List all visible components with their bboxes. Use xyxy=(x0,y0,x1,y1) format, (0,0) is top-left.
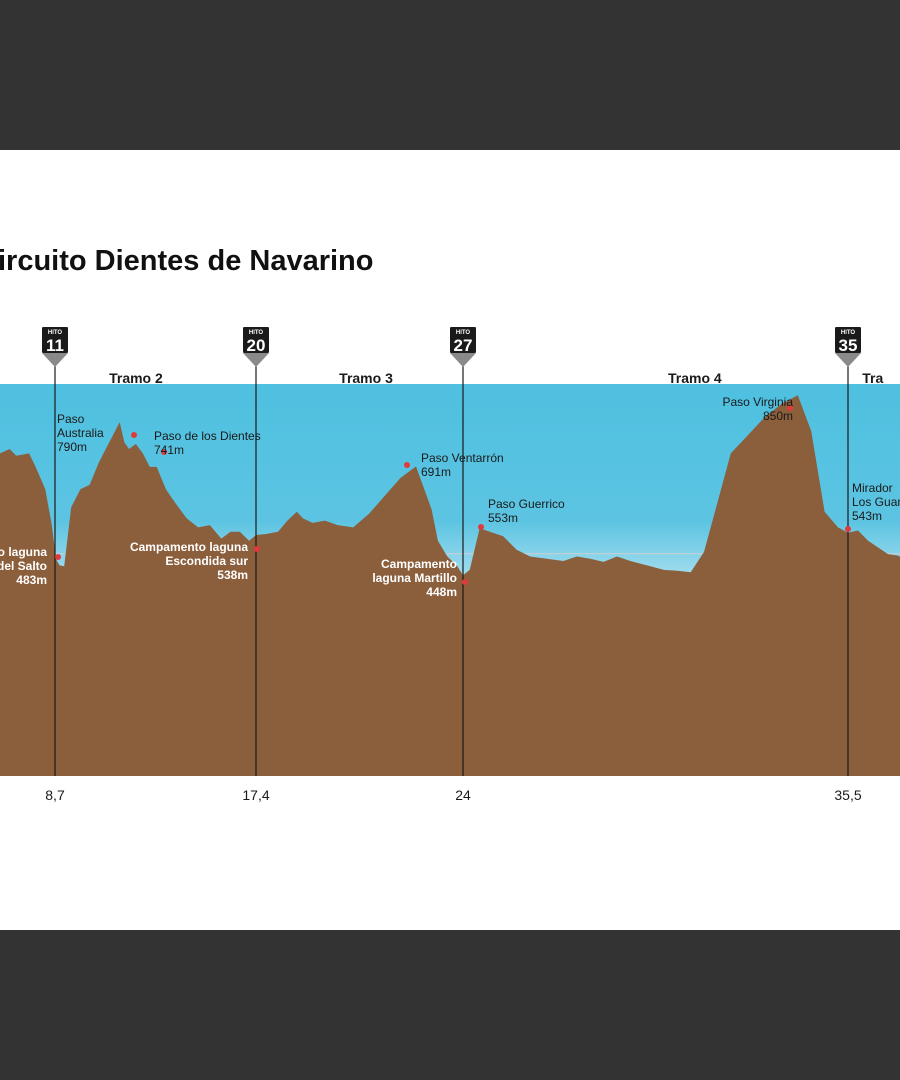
peak-elevation-label: 553m xyxy=(488,511,518,525)
peak-marker xyxy=(478,524,484,530)
hito-sign-number: 20 xyxy=(247,336,266,355)
peak-elevation-label: 790m xyxy=(57,440,87,454)
x-tick-label: 8,7 xyxy=(45,787,65,803)
hito-sign-label: HITO xyxy=(456,330,471,336)
peak-elevation-label: 538m xyxy=(217,568,248,582)
peak-name-label: Mirador xyxy=(852,481,893,495)
peak-name-label: Campamento xyxy=(381,557,457,571)
hito-sign-body xyxy=(243,327,269,353)
tramo-label: Tramo 4 xyxy=(668,370,722,386)
peak-name-label: laguna Martillo xyxy=(372,571,457,585)
peak-elevation-label: 543m xyxy=(852,509,882,523)
peak-marker xyxy=(787,405,793,411)
peak-elevation-label: 741m xyxy=(154,443,184,457)
x-tick-label: 17,4 xyxy=(242,787,269,803)
top-frame-bar xyxy=(0,0,900,150)
peak-name-label: Campamento laguna xyxy=(130,540,248,554)
peak-name-label: Los Guan xyxy=(852,495,900,509)
hito-sign-label: HITO xyxy=(249,330,264,336)
hito-sign-label: HITO xyxy=(841,330,856,336)
peak-marker xyxy=(845,526,851,532)
tramo-label: Tramo 3 xyxy=(339,370,393,386)
chart-title: ircuito Dientes de Navarino xyxy=(0,245,374,277)
tramo-label: Tra xyxy=(862,370,883,386)
hito-sign-number: 27 xyxy=(454,336,473,355)
x-tick-label: 24 xyxy=(455,787,471,803)
hito-sign-body xyxy=(450,327,476,353)
hito-sign-number: 11 xyxy=(46,336,64,355)
terrain-area xyxy=(0,395,900,776)
peak-marker xyxy=(55,554,61,560)
peak-marker xyxy=(254,546,260,552)
peak-elevation-label: 691m xyxy=(421,465,451,479)
peak-name-label: Paso Guerrico xyxy=(488,497,565,511)
hito-sign-body xyxy=(835,327,861,353)
tramo-label: Tramo 2 xyxy=(109,370,163,386)
peak-name-label: o laguna xyxy=(0,545,47,559)
peak-marker xyxy=(131,432,137,438)
peak-name-label: Paso Virginia xyxy=(723,395,794,409)
peak-marker xyxy=(161,449,167,455)
x-tick-label: 35,5 xyxy=(834,787,861,803)
peak-elevation-label: 448m xyxy=(426,585,457,599)
peak-name-label: Australia xyxy=(57,426,104,440)
peak-name-label: Paso xyxy=(57,412,85,426)
hito-sign-body xyxy=(42,327,68,353)
peak-name-label: Paso de los Dientes xyxy=(154,429,261,443)
hito-sign-label: HITO xyxy=(48,330,63,336)
peak-elevation-label: 483m xyxy=(16,573,47,587)
peak-name-label: Escondida sur xyxy=(165,554,248,568)
bottom-frame-bar xyxy=(0,930,900,1080)
hito-sign-number: 35 xyxy=(839,336,858,355)
peak-name-label: Paso Ventarrón xyxy=(421,451,504,465)
peak-marker xyxy=(462,579,468,585)
peak-elevation-label: 850m xyxy=(763,409,793,423)
peak-marker xyxy=(404,462,410,468)
peak-name-label: del Salto xyxy=(0,559,47,573)
